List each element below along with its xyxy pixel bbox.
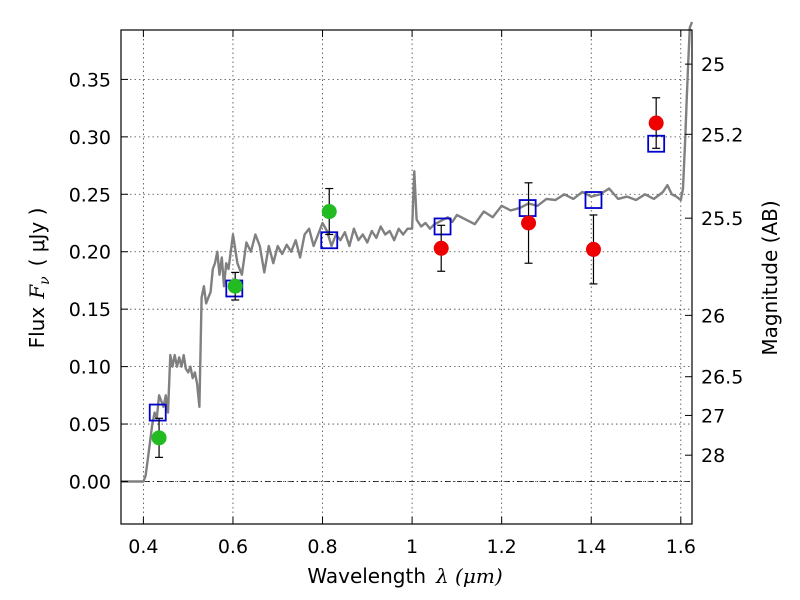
x-tick-label: 1 <box>406 536 418 558</box>
mag-tick-label: 27 <box>701 405 725 427</box>
y2-axis-title: Magnitude (AB) <box>758 200 782 355</box>
green-photometry-point <box>321 204 337 220</box>
y-tick-label: 0.00 <box>69 471 111 493</box>
mag-tick-label: 25.5 <box>701 208 743 230</box>
y-axis-title-unit: ( μJy ) <box>25 208 49 267</box>
green-photometry-point <box>227 278 243 294</box>
x-axis-title-math: λ (μm) <box>435 564 503 588</box>
mag-tick-label: 25.2 <box>701 124 743 146</box>
y-tick-label: 0.15 <box>69 299 111 321</box>
model-spectrum-line <box>121 21 694 483</box>
x-axis-title: Wavelength λ (μm) <box>307 564 502 588</box>
y-axis-title-subscript: ν <box>37 276 53 285</box>
y-axis-title: Flux Fν ( μJy ) <box>25 208 53 349</box>
y-tick-label: 0.30 <box>69 127 111 149</box>
model-band-square <box>584 191 603 209</box>
y-tick-label: 0.25 <box>69 184 111 206</box>
x-tick-label: 1.6 <box>666 536 696 558</box>
x-tick-label: 1.4 <box>576 536 606 558</box>
mag-tick-label: 25 <box>701 54 725 76</box>
red-photometry-point <box>648 115 664 131</box>
spectrum-layer <box>121 21 694 483</box>
red-photometry-point <box>521 215 537 231</box>
mag-tick-label: 26.5 <box>701 367 743 389</box>
grid-layer <box>121 30 692 524</box>
y-axis-title-word: Flux <box>25 307 49 349</box>
red-photometry-point <box>433 240 449 256</box>
model-band-square <box>148 403 167 422</box>
tick-layer: 0.4 0.6 0.8 1 1.2 1.4 1.6 0.00 0.05 0.10 0.15 0.20 0… <box>69 30 743 558</box>
model-band-square <box>433 217 452 236</box>
red-photometry-point <box>585 241 601 257</box>
green-photometry-point <box>151 430 167 446</box>
mag-tick-label: 28 <box>701 445 725 467</box>
points-layer <box>148 97 666 458</box>
x-tick-label: 1.2 <box>487 536 517 558</box>
y-tick-label: 0.10 <box>69 357 111 379</box>
y-tick-label: 0.35 <box>69 69 111 91</box>
x-axis-title-word: Wavelength <box>307 564 426 588</box>
mag-tick-label: 26 <box>701 305 725 327</box>
plot-frame <box>120 29 693 525</box>
x-tick-label: 0.6 <box>218 536 248 558</box>
y-tick-label: 0.05 <box>69 414 111 436</box>
y-tick-label: 0.20 <box>69 242 111 264</box>
x-tick-label: 0.4 <box>128 536 158 558</box>
y-axis-title-symbol: F <box>25 284 49 300</box>
x-tick-label: 0.8 <box>307 536 337 558</box>
